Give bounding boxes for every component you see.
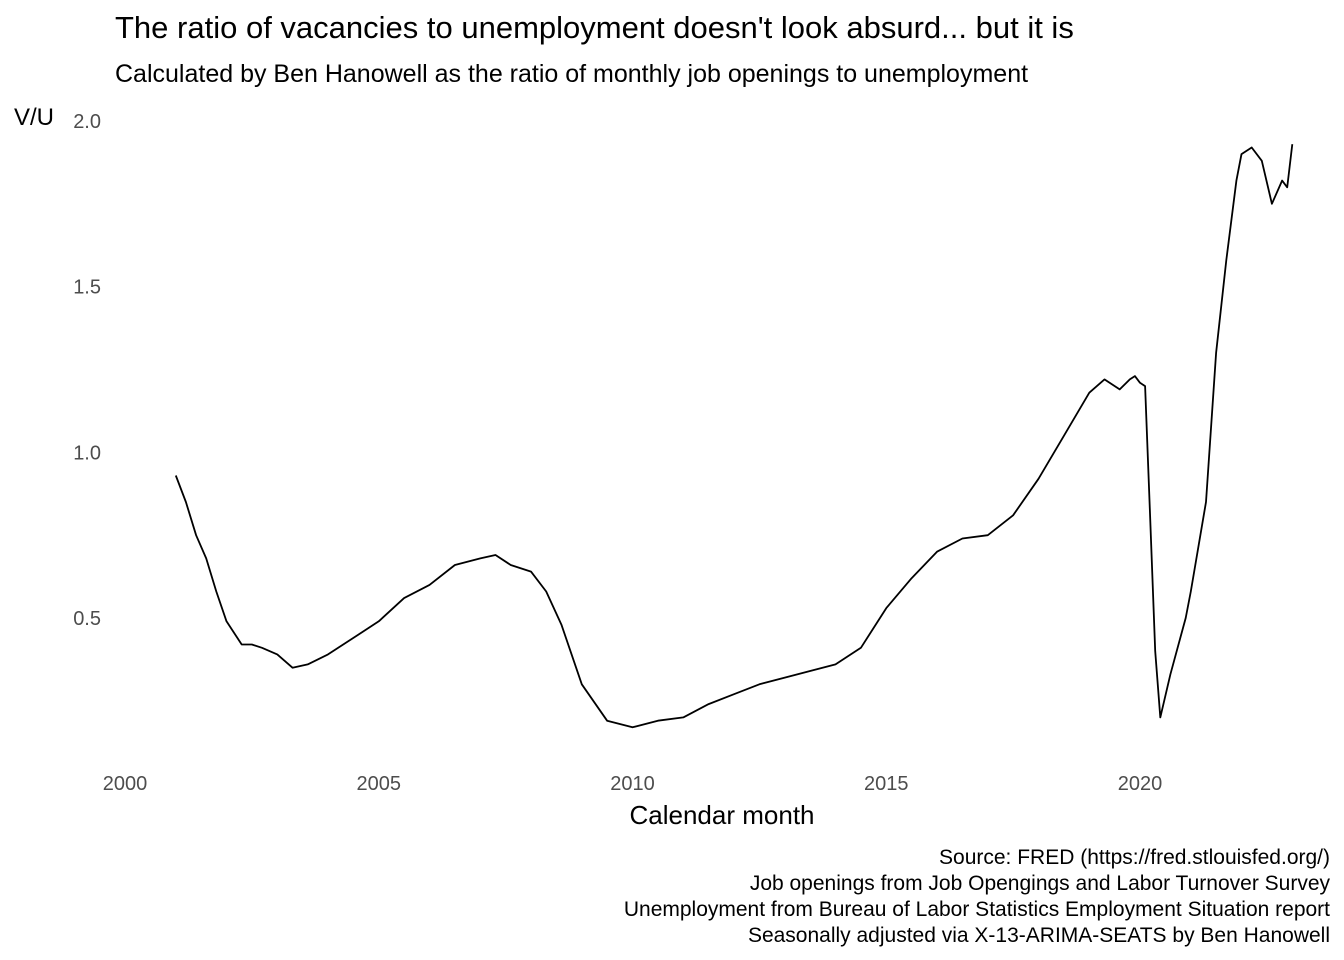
caption-line-seasonal-adjustment: Seasonally adjusted via X-13-ARIMA-SEATS… bbox=[747, 924, 1330, 947]
caption-line-job-openings: Job openings from Job Opengings and Labo… bbox=[749, 872, 1330, 895]
caption-line-unemployment: Unemployment from Bureau of Labor Statis… bbox=[623, 898, 1330, 921]
y-axis-label: V/U bbox=[14, 104, 55, 131]
y-tick-label: 2.0 bbox=[73, 111, 101, 133]
series-line bbox=[174, 144, 1294, 729]
x-tick-label: 2000 bbox=[103, 773, 148, 795]
caption-line-source: Source: FRED (https://fred.stlouisfed.or… bbox=[939, 846, 1330, 869]
x-tick-label: 2015 bbox=[864, 773, 909, 795]
x-tick-label: 2010 bbox=[610, 773, 655, 795]
x-tick-label: 2020 bbox=[1118, 773, 1163, 795]
y-tick-label: 1.5 bbox=[73, 277, 101, 299]
y-tick-label: 0.5 bbox=[73, 608, 101, 630]
chart-subtitle: Calculated by Ben Hanowell as the ratio … bbox=[115, 60, 1029, 88]
chart-title: The ratio of vacancies to unemployment d… bbox=[115, 10, 1074, 45]
x-tick-label: 2005 bbox=[357, 773, 402, 795]
chart-caption: Source: FRED (https://fred.stlouisfed.or… bbox=[624, 845, 1330, 949]
x-axis-label-wrapper: Calendar month bbox=[0, 800, 1344, 831]
x-axis-label: Calendar month bbox=[629, 800, 815, 830]
y-tick-label: 1.0 bbox=[73, 442, 101, 464]
